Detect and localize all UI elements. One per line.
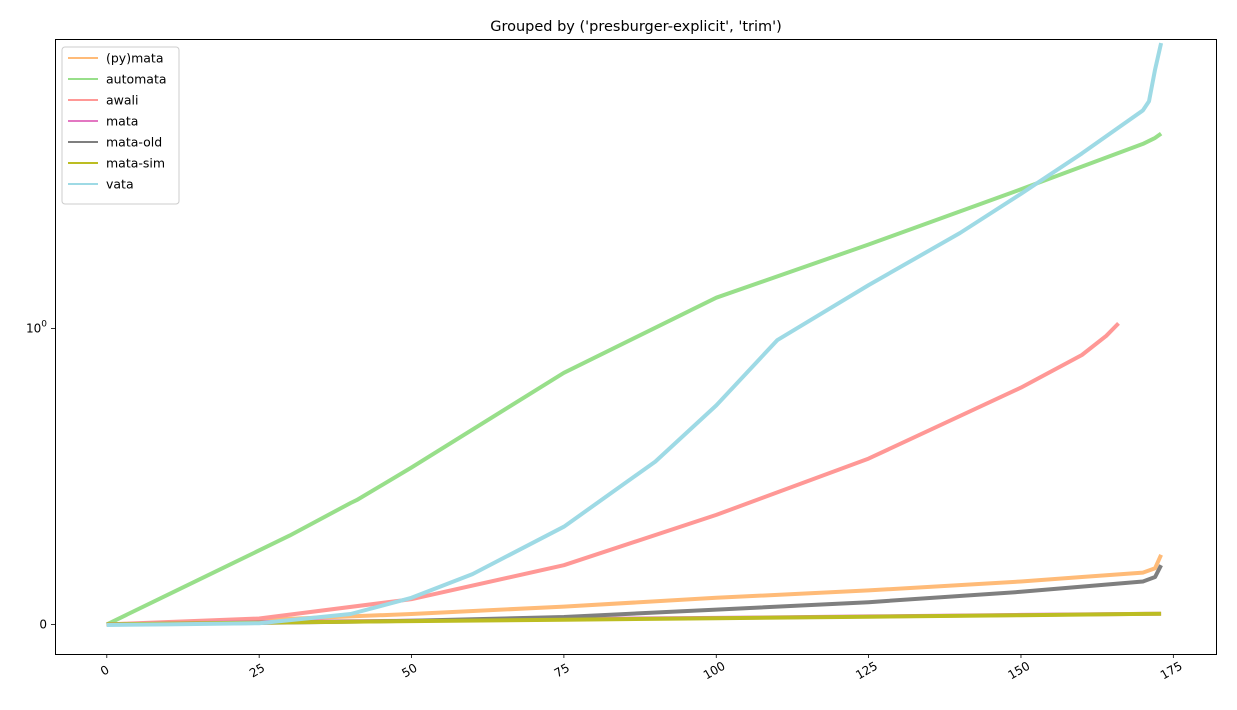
legend: (py)mata automata awali mata mata-old mata-si… <box>61 46 180 205</box>
x-tick-label: 50 <box>399 661 419 681</box>
legend-label: automata <box>106 72 167 87</box>
series-line-py-mata <box>106 553 1163 627</box>
legend-label: mata-old <box>106 135 162 150</box>
x-tick-label: 75 <box>552 661 572 681</box>
legend-label: mata <box>106 114 138 129</box>
legend-box <box>61 46 180 205</box>
chart-title: Grouped by ('presburger-explicit', 'trim… <box>490 19 782 35</box>
plot-area <box>55 39 1217 655</box>
legend-label: awali <box>106 93 139 108</box>
plot-frame <box>55 39 1217 655</box>
legend-label: (py)mata <box>106 51 163 66</box>
series-layer <box>105 42 1164 627</box>
y-tick-label: 100 <box>26 319 47 335</box>
series-line-automata <box>105 131 1163 627</box>
legend-label: mata-sim <box>106 156 165 171</box>
series-line-vata <box>106 42 1164 627</box>
y-tick-label: 0 <box>39 617 47 631</box>
legend-label: vata <box>106 177 134 192</box>
series-line-awali <box>106 321 1120 627</box>
x-tick-label: 25 <box>247 661 267 681</box>
y-axis: 0 100 <box>26 319 55 631</box>
